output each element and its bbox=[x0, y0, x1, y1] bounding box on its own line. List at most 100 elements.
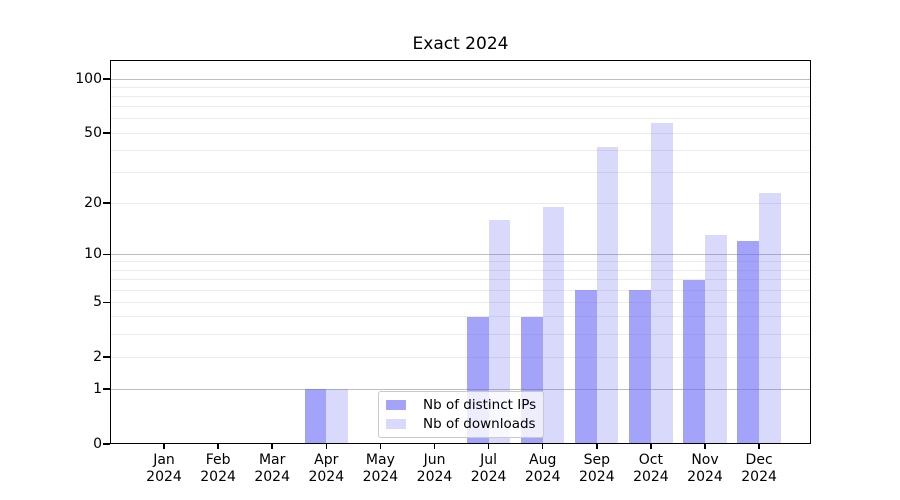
x-tick-label: Apr 2024 bbox=[294, 452, 358, 486]
x-tick-mark bbox=[650, 444, 652, 449]
x-tick-label: Aug 2024 bbox=[511, 452, 575, 486]
x-tick-year: 2024 bbox=[362, 469, 399, 485]
legend-row: Nb of distinct IPs bbox=[386, 396, 536, 415]
y-tick-label: 50 bbox=[84, 125, 102, 142]
major-gridline bbox=[111, 253, 810, 255]
x-tick-year: 2024 bbox=[524, 469, 561, 485]
y-tick-mark bbox=[103, 78, 110, 80]
x-tick-mark bbox=[758, 444, 760, 449]
bar-ips-oct bbox=[629, 290, 651, 444]
y-tick-label: 100 bbox=[75, 71, 102, 87]
x-tick-label: Jun 2024 bbox=[403, 452, 467, 486]
y-tick-label: 1 bbox=[93, 381, 102, 398]
bar-ips-nov bbox=[683, 279, 705, 444]
major-gridline bbox=[111, 388, 810, 390]
minor-gridline bbox=[111, 86, 810, 88]
x-tick-month: Jun bbox=[423, 452, 446, 468]
minor-gridline bbox=[111, 289, 810, 291]
x-tick-month: Jul bbox=[480, 452, 498, 468]
bar-downloads-apr bbox=[326, 389, 348, 444]
minor-gridline bbox=[111, 279, 810, 281]
x-tick-mark bbox=[704, 444, 706, 449]
y-tick-mark bbox=[103, 301, 110, 304]
x-tick-label: Dec 2024 bbox=[727, 452, 791, 486]
bar-downloads-nov bbox=[705, 235, 727, 444]
x-tick-month: Dec bbox=[745, 452, 773, 468]
x-tick-year: 2024 bbox=[470, 469, 507, 485]
minor-gridline bbox=[111, 132, 810, 134]
x-tick-label: May 2024 bbox=[348, 452, 412, 486]
y-tick-mark bbox=[103, 202, 110, 204]
x-tick-label: Feb 2024 bbox=[186, 452, 250, 486]
legend-label: Nb of downloads bbox=[423, 416, 536, 432]
bar-ips-apr bbox=[304, 389, 327, 444]
x-tick-label: Sep 2024 bbox=[565, 452, 629, 486]
legend-swatch bbox=[386, 418, 406, 430]
x-tick-month: Jan bbox=[153, 452, 175, 468]
minor-gridline bbox=[111, 269, 810, 271]
minor-gridline bbox=[111, 106, 810, 108]
x-tick-month: Aug bbox=[529, 452, 557, 468]
x-tick-month: Sep bbox=[583, 452, 610, 468]
bar-downloads-oct bbox=[650, 122, 673, 444]
bar-ips-sep bbox=[575, 290, 597, 444]
x-tick-mark bbox=[325, 444, 328, 449]
x-tick-year: 2024 bbox=[741, 469, 777, 485]
y-tick-label: 0 bbox=[93, 436, 102, 452]
x-tick-year: 2024 bbox=[254, 469, 290, 485]
legend-swatch bbox=[386, 399, 406, 411]
bar-ips-dec bbox=[737, 241, 760, 444]
minor-gridline bbox=[111, 149, 810, 151]
minor-gridline bbox=[111, 95, 810, 97]
x-tick-mark bbox=[217, 444, 219, 449]
x-tick-year: 2024 bbox=[200, 469, 236, 485]
x-tick-mark bbox=[541, 444, 544, 449]
bar-downloads-jul bbox=[488, 219, 511, 444]
legend-row: Nb of downloads bbox=[386, 415, 536, 434]
y-tick-mark bbox=[103, 253, 110, 256]
legend-label: Nb of distinct IPs bbox=[423, 397, 537, 413]
legend: Nb of distinct IPs Nb of downloads bbox=[378, 391, 544, 438]
x-tick-year: 2024 bbox=[416, 469, 453, 485]
minor-gridline bbox=[111, 316, 810, 318]
x-tick-label: Jul 2024 bbox=[457, 452, 521, 486]
y-tick-mark bbox=[103, 443, 110, 445]
y-tick-label: 10 bbox=[84, 246, 102, 263]
y-tick-mark bbox=[103, 388, 110, 390]
minor-gridline bbox=[111, 356, 810, 358]
x-tick-label: Nov 2024 bbox=[673, 452, 737, 486]
x-tick-mark bbox=[163, 444, 165, 449]
minor-gridline bbox=[111, 171, 810, 173]
chart-title: Exact 2024 bbox=[412, 34, 509, 54]
x-tick-month: Mar bbox=[258, 452, 286, 468]
minor-gridline bbox=[111, 261, 810, 263]
x-tick-year: 2024 bbox=[687, 469, 723, 485]
y-tick-mark bbox=[103, 356, 110, 358]
x-tick-mark bbox=[271, 444, 273, 449]
bar-downloads-sep bbox=[596, 146, 619, 444]
y-tick-label: 20 bbox=[84, 195, 102, 212]
bar-downloads-aug bbox=[542, 207, 565, 444]
x-tick-mark bbox=[379, 444, 382, 449]
x-tick-label: Oct 2024 bbox=[619, 452, 683, 486]
x-tick-month: Oct bbox=[638, 452, 663, 468]
x-tick-month: Feb bbox=[205, 452, 231, 468]
x-tick-month: Nov bbox=[691, 452, 719, 468]
y-tick-mark bbox=[103, 132, 110, 134]
minor-gridline bbox=[111, 202, 810, 204]
x-tick-mark bbox=[433, 444, 436, 449]
x-tick-month: Apr bbox=[314, 452, 339, 468]
x-tick-year: 2024 bbox=[578, 469, 615, 485]
x-tick-label: Jan 2024 bbox=[132, 452, 196, 486]
x-tick-mark bbox=[487, 444, 490, 449]
minor-gridline bbox=[111, 118, 810, 120]
x-tick-label: Mar 2024 bbox=[240, 452, 304, 486]
x-tick-mark bbox=[596, 444, 598, 449]
major-gridline bbox=[111, 78, 810, 80]
bar-downloads-dec bbox=[759, 192, 781, 444]
x-tick-year: 2024 bbox=[146, 469, 182, 485]
minor-gridline bbox=[111, 301, 810, 303]
x-tick-year: 2024 bbox=[308, 469, 345, 485]
y-tick-label: 5 bbox=[93, 294, 102, 311]
